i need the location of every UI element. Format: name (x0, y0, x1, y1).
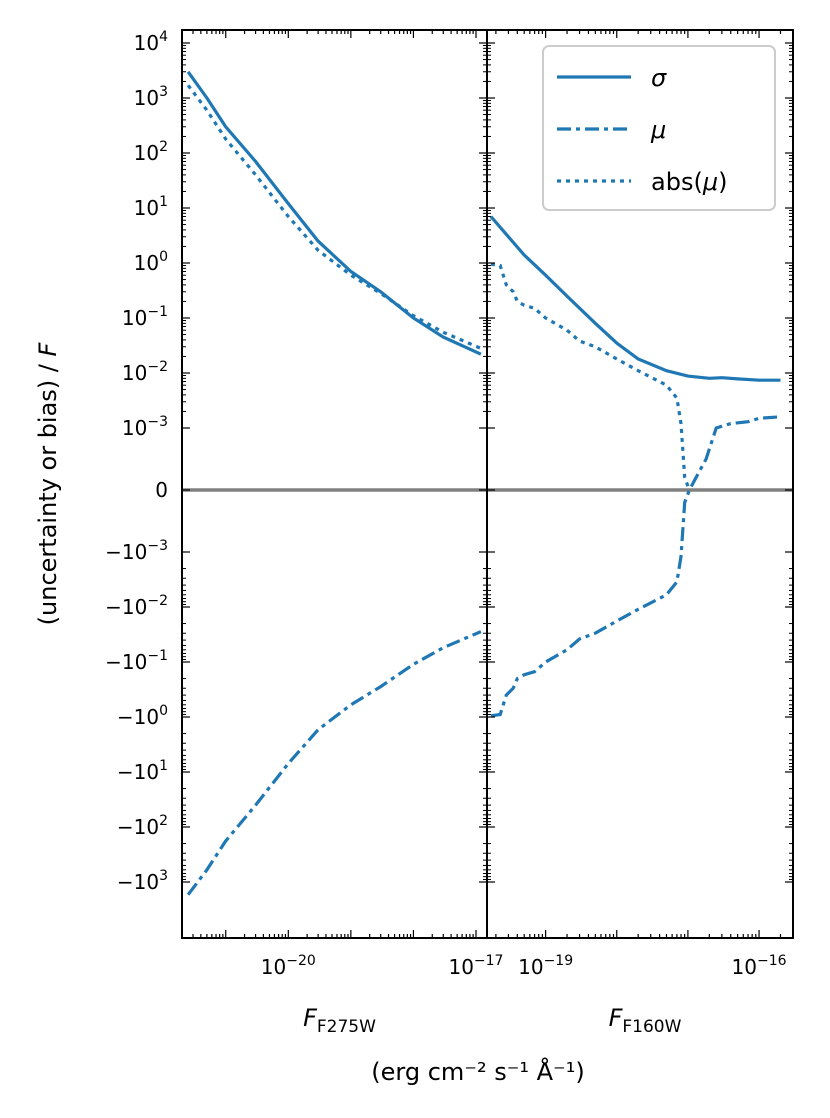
panel-frame-F160W (486, 29, 794, 939)
y-tick-label: −100 (117, 703, 168, 729)
legend-box (542, 45, 776, 211)
x-tick-label: 10−20 (261, 953, 316, 979)
x-tick-label: 10−16 (732, 953, 787, 979)
x-axis-label: FF160W (609, 1004, 682, 1037)
legend-label-sigma: σ (651, 64, 667, 92)
x-tick-label: 10−17 (448, 953, 503, 979)
y-tick-label: −10−2 (105, 593, 168, 619)
y-tick-label: 102 (134, 139, 168, 165)
y-tick-label: 0 (155, 478, 168, 502)
legend-label-absmu: abs(μ) (651, 168, 727, 196)
y-tick-label: 101 (134, 194, 168, 220)
legend-label-mu: μ (650, 116, 666, 144)
units-label: (erg cm⁻² s⁻¹ Å⁻¹) (371, 1057, 584, 1086)
y-tick-label: 104 (134, 29, 168, 55)
legend: σμ abs(μ) (542, 45, 776, 211)
series-line-sigma (186, 70, 482, 356)
x-tick-label: 10−19 (518, 953, 573, 979)
y-tick-label: 10−3 (122, 414, 168, 440)
y-tick-label: −10−3 (105, 538, 168, 564)
y-tick-label: 10−1 (122, 304, 168, 330)
y-tick-label: 103 (134, 84, 168, 110)
y-tick-label: −101 (117, 758, 168, 784)
y-tick-label: 100 (134, 249, 168, 275)
panel-frame-F275W (181, 29, 488, 939)
series-line-sigma (489, 215, 781, 382)
y-tick-label: −10−1 (105, 648, 168, 674)
x-axis-label: FF275W (303, 1004, 376, 1037)
frame-layer (181, 29, 794, 939)
y-tick-label: −103 (117, 868, 168, 894)
series-line-mu (186, 630, 482, 896)
y-tick-label: −102 (117, 813, 168, 839)
y-axis-label: (uncertainty or bias) / F (34, 341, 62, 625)
series-line-mu (490, 415, 781, 718)
y-tick-label: 10−2 (122, 359, 168, 385)
series-line-absmu (490, 262, 691, 491)
series-line-absmu (186, 84, 482, 350)
series-layer (186, 70, 781, 896)
